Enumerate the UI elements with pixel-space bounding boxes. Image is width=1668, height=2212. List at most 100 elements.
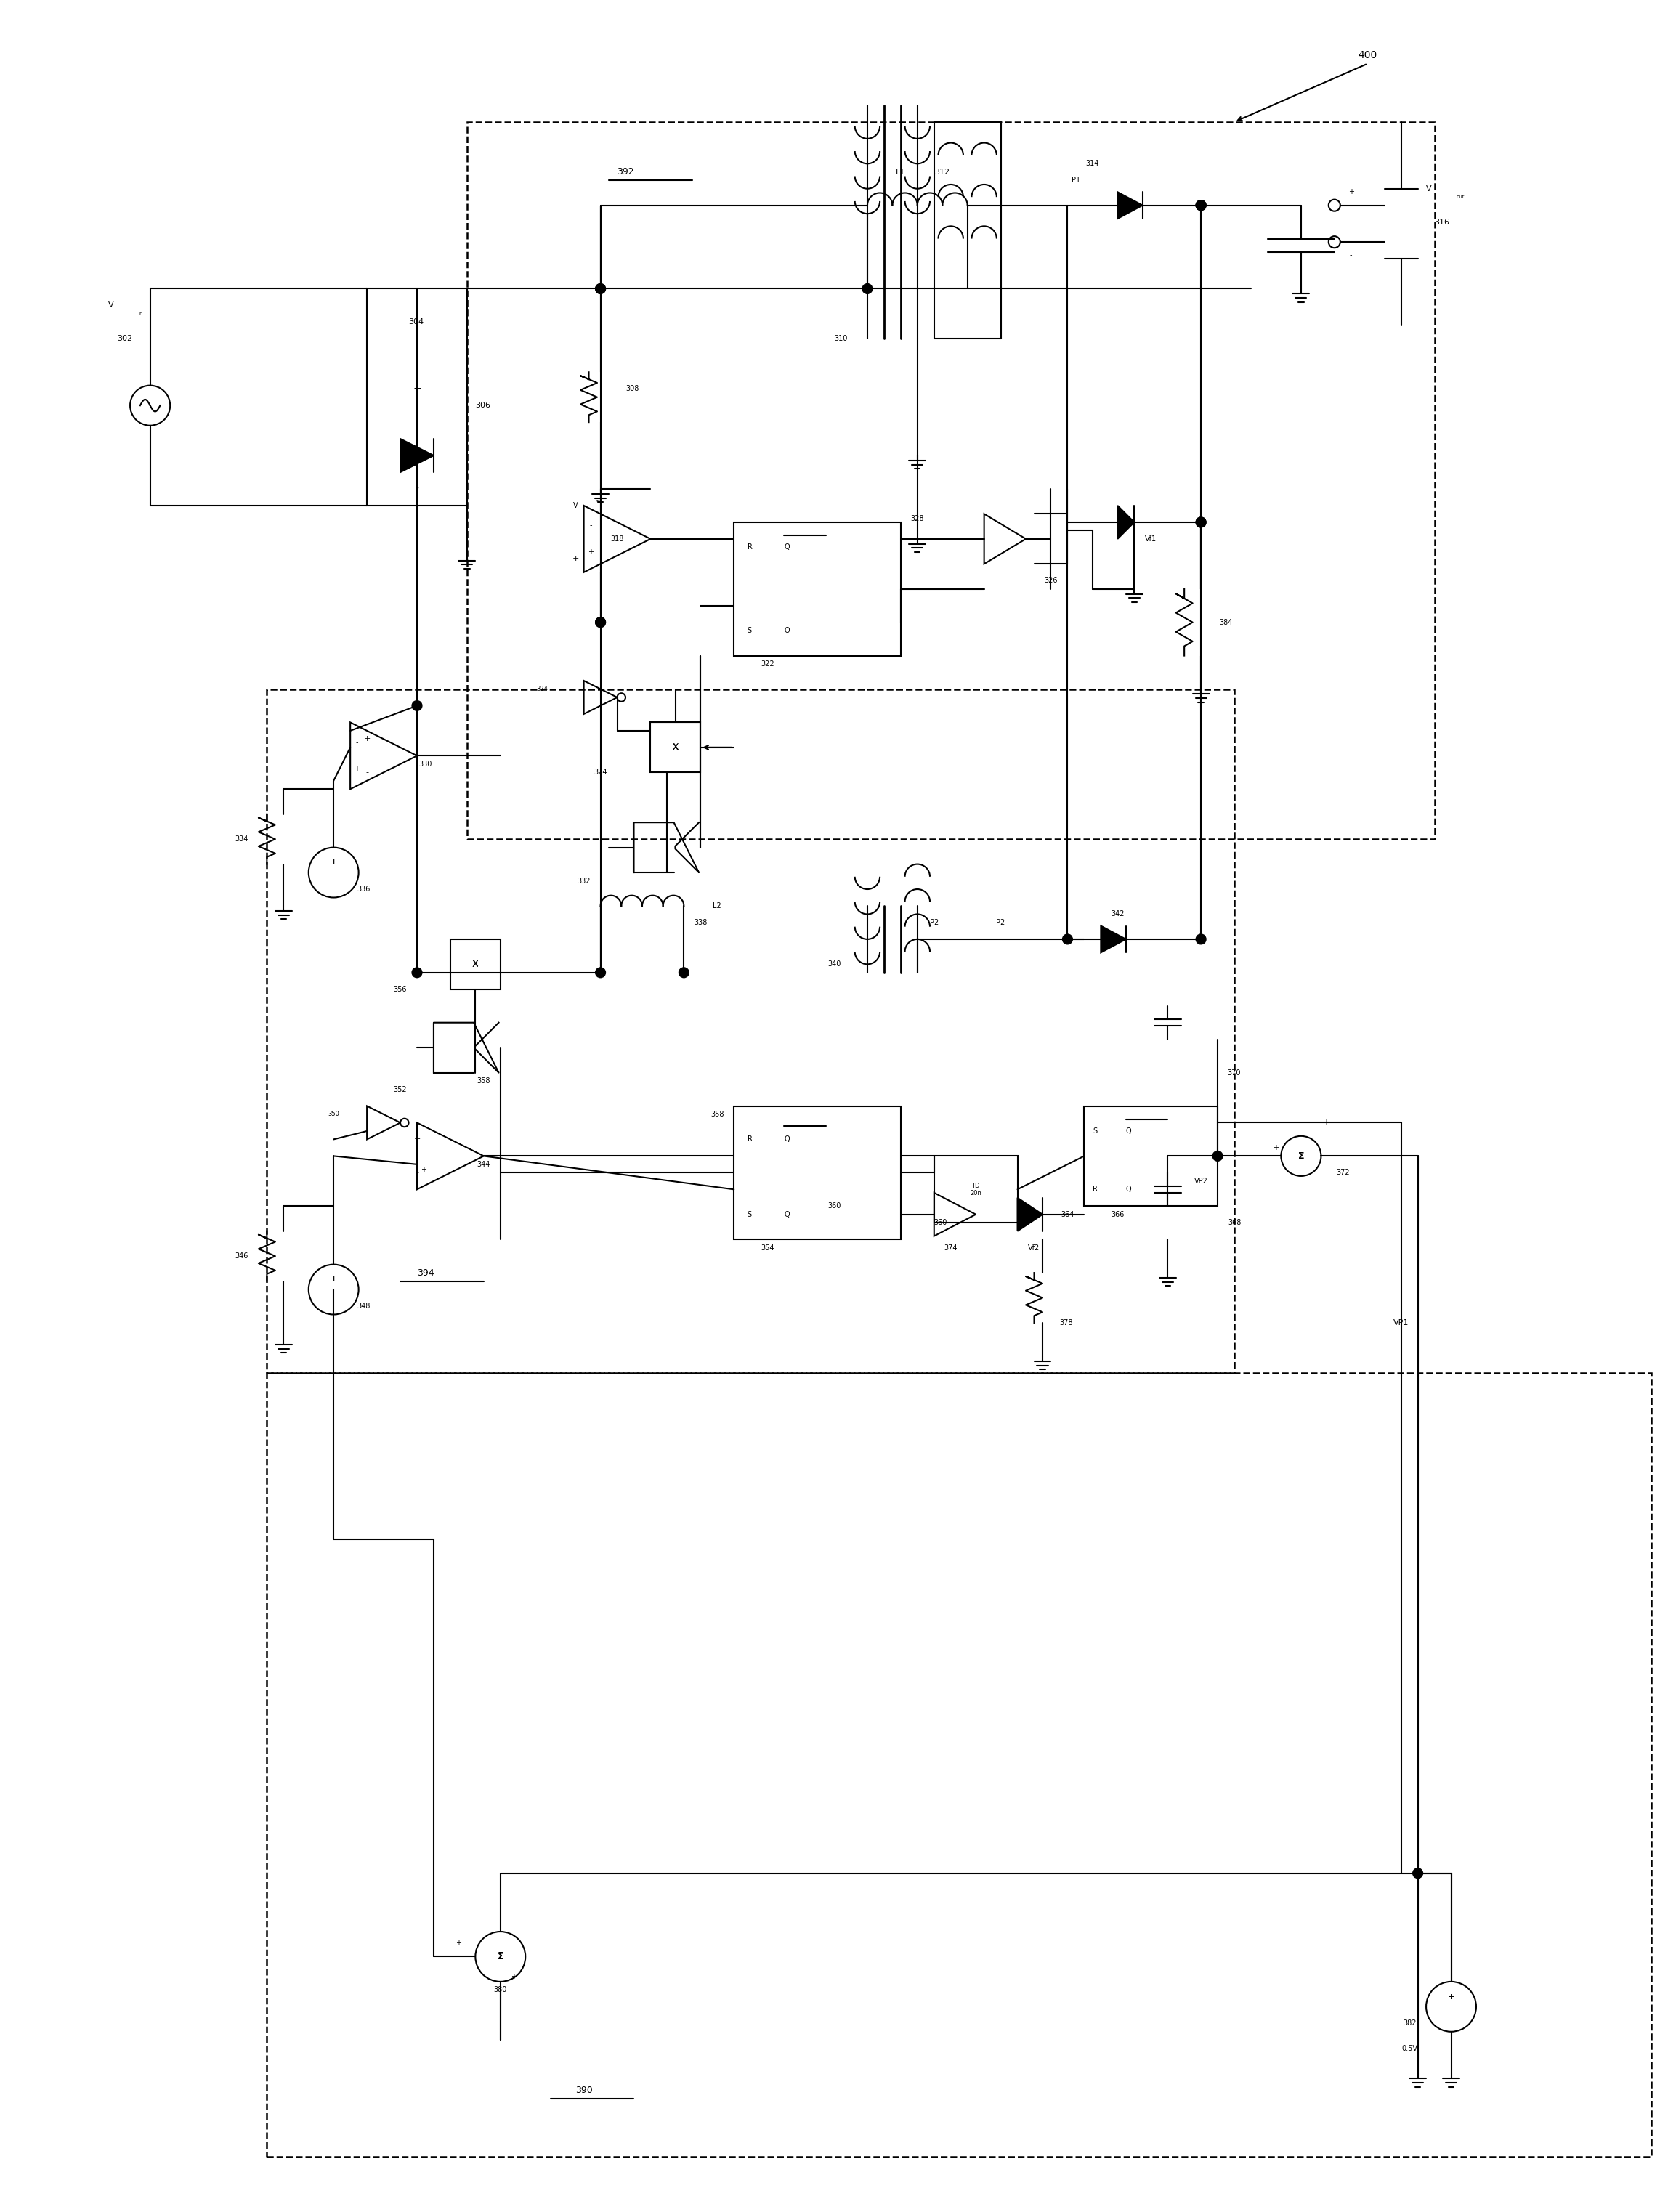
Text: Vf1: Vf1 xyxy=(1144,535,1158,542)
Polygon shape xyxy=(400,438,434,471)
Circle shape xyxy=(1196,933,1206,945)
Text: 342: 342 xyxy=(1111,911,1124,918)
Circle shape xyxy=(1196,518,1206,526)
Circle shape xyxy=(679,967,689,978)
Circle shape xyxy=(1213,1150,1223,1161)
Text: +: + xyxy=(330,1276,337,1283)
Text: 308: 308 xyxy=(626,385,639,392)
Bar xyxy=(467,122,1434,838)
Text: P2: P2 xyxy=(929,918,939,927)
Text: in: in xyxy=(138,312,143,316)
Text: VP2: VP2 xyxy=(1194,1177,1208,1186)
Text: X: X xyxy=(672,743,679,752)
Text: X: X xyxy=(672,743,679,752)
Polygon shape xyxy=(1118,192,1143,219)
Circle shape xyxy=(1196,201,1206,210)
Text: 344: 344 xyxy=(477,1161,490,1168)
Text: L1: L1 xyxy=(896,168,906,175)
Text: 340: 340 xyxy=(827,960,841,969)
Polygon shape xyxy=(1101,927,1126,953)
Text: 358: 358 xyxy=(711,1110,724,1117)
Text: 390: 390 xyxy=(575,2086,592,2095)
Text: V: V xyxy=(108,301,113,310)
Text: +: + xyxy=(330,858,337,867)
Text: Vf2: Vf2 xyxy=(1027,1243,1041,1252)
Circle shape xyxy=(412,967,422,978)
Bar xyxy=(651,723,701,772)
Text: Q: Q xyxy=(784,1135,789,1144)
Text: Σ: Σ xyxy=(497,1951,504,1962)
Circle shape xyxy=(1196,201,1206,210)
Text: 310: 310 xyxy=(834,336,847,343)
Text: +: + xyxy=(1448,1993,1454,2000)
Text: Q: Q xyxy=(784,626,789,635)
Text: 316: 316 xyxy=(1434,219,1449,226)
Text: 346: 346 xyxy=(235,1252,249,1261)
Text: -: - xyxy=(415,1170,419,1177)
Circle shape xyxy=(595,283,605,294)
Text: -: - xyxy=(1449,2013,1453,2020)
Text: 378: 378 xyxy=(1059,1318,1073,1327)
Circle shape xyxy=(595,617,605,628)
Text: TD
20n: TD 20n xyxy=(971,1183,981,1197)
Text: 336: 336 xyxy=(357,885,370,894)
Circle shape xyxy=(862,283,872,294)
Text: 380: 380 xyxy=(494,1986,507,1993)
Text: 360: 360 xyxy=(934,1219,947,1225)
Bar xyxy=(267,1374,1651,2157)
Text: VP1: VP1 xyxy=(1393,1318,1409,1327)
Text: Σ: Σ xyxy=(1298,1150,1304,1161)
Text: 384: 384 xyxy=(1219,619,1233,626)
Text: -: - xyxy=(332,1296,335,1303)
Text: 334: 334 xyxy=(235,836,249,843)
Text: -: - xyxy=(574,515,577,522)
Text: 328: 328 xyxy=(911,515,924,522)
Text: 356: 356 xyxy=(394,987,407,993)
Text: +: + xyxy=(330,1276,337,1283)
Text: -: - xyxy=(365,770,369,776)
Text: 358: 358 xyxy=(477,1077,490,1084)
Text: -: - xyxy=(1449,2013,1453,2020)
Circle shape xyxy=(1413,1869,1423,1878)
Text: 0.5V: 0.5V xyxy=(1401,2044,1418,2053)
Text: 360: 360 xyxy=(827,1203,841,1210)
Text: 312: 312 xyxy=(934,168,949,175)
Text: 332: 332 xyxy=(577,878,590,885)
Text: S: S xyxy=(747,1210,752,1219)
Text: 318: 318 xyxy=(610,535,624,542)
Text: 370: 370 xyxy=(1228,1068,1241,1077)
Text: 324: 324 xyxy=(537,686,547,692)
Text: +: + xyxy=(510,1973,517,1980)
Text: 348: 348 xyxy=(357,1303,370,1310)
Text: -: - xyxy=(422,1139,425,1146)
Text: 366: 366 xyxy=(1111,1210,1124,1219)
Bar xyxy=(734,1106,901,1239)
Text: 350: 350 xyxy=(329,1110,339,1117)
Text: 338: 338 xyxy=(694,918,707,927)
Text: +: + xyxy=(1273,1144,1279,1150)
Text: 364: 364 xyxy=(1061,1210,1074,1219)
Circle shape xyxy=(595,967,605,978)
Text: Q: Q xyxy=(784,544,789,551)
Text: 314: 314 xyxy=(1086,159,1099,168)
Text: -: - xyxy=(332,878,335,887)
Text: Σ: Σ xyxy=(497,1951,504,1962)
Text: S: S xyxy=(1093,1128,1098,1135)
Text: +: + xyxy=(1448,1993,1454,2000)
Text: -: - xyxy=(332,878,335,887)
Circle shape xyxy=(1196,201,1206,210)
Text: 374: 374 xyxy=(944,1243,957,1252)
Text: ref: ref xyxy=(595,498,602,502)
Text: 382: 382 xyxy=(1403,2020,1416,2026)
Text: +: + xyxy=(412,383,422,394)
Text: out: out xyxy=(1456,195,1465,199)
Polygon shape xyxy=(1017,1197,1042,1232)
Text: 394: 394 xyxy=(417,1267,434,1279)
Text: 322: 322 xyxy=(761,661,774,668)
Bar xyxy=(367,290,467,507)
Text: +: + xyxy=(455,1940,462,1947)
Circle shape xyxy=(1196,518,1206,526)
Circle shape xyxy=(595,283,605,294)
Text: P2: P2 xyxy=(996,918,1006,927)
Text: -: - xyxy=(332,1296,335,1303)
